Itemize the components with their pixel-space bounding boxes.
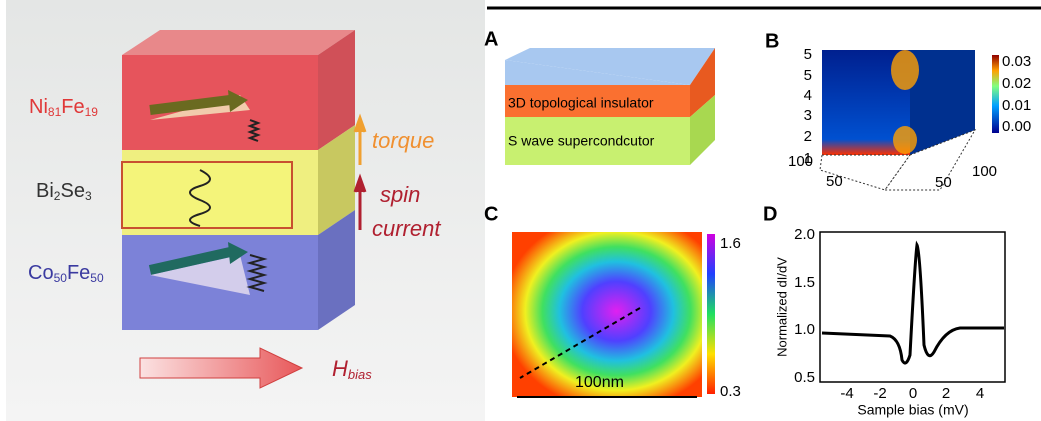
label: 1.0 [794, 321, 815, 338]
label: Fe [61, 96, 84, 118]
label: 0.02 [1002, 75, 1031, 92]
label: 4 [976, 385, 984, 402]
label: 2 [804, 128, 812, 145]
c-colorbar-min: 0.3 [720, 383, 741, 400]
b-colorbar-ticks: 0.03 0.02 0.01 0.00 [1002, 53, 1031, 135]
d-x-ticks: -4 -2 0 2 4 [840, 385, 984, 402]
label: 0.03 [1002, 53, 1031, 70]
label: 3 [85, 189, 92, 203]
spin-label: current [372, 216, 441, 241]
label: 0.01 [1002, 97, 1031, 114]
panel-label: B [765, 30, 779, 52]
label: 100 [972, 163, 997, 180]
label: 1.5 [794, 274, 815, 291]
d-y-label: Normalized dI/dV [774, 257, 789, 357]
panel-label: C [484, 203, 498, 225]
c-scale: 100nm [575, 374, 624, 391]
label: Co [28, 262, 54, 284]
torque-label: torque [372, 128, 434, 153]
label: Fe [67, 262, 90, 284]
a-layer: S wave supercondcutor [508, 133, 655, 149]
d-y-ticks: 2.0 1.5 1.0 0.5 [794, 226, 815, 386]
label: 100 [788, 153, 813, 170]
label: -4 [840, 385, 853, 402]
c-colorbar-max: 1.6 [720, 235, 741, 252]
label: 19 [85, 105, 99, 119]
stack [122, 30, 355, 330]
c-map [512, 232, 702, 397]
label: 0.00 [1002, 118, 1031, 135]
label: -2 [873, 385, 886, 402]
label: 50 [935, 174, 952, 191]
layer-label: Bi2Se3 [36, 180, 92, 203]
spin-label: spin [380, 182, 420, 207]
label: 50 [826, 173, 843, 190]
a-layer: 3D topological insulator [508, 95, 654, 111]
label: 2.0 [794, 226, 815, 243]
label: H [332, 356, 348, 381]
label: bias [348, 367, 372, 382]
b-z-tick: 5 [804, 46, 812, 63]
d-x-label: Sample bias (mV) [857, 402, 968, 418]
label: 3 [804, 107, 812, 124]
label: Se [60, 180, 84, 202]
label: Bi [36, 180, 54, 202]
label: 81 [48, 105, 62, 119]
label: 4 [804, 87, 812, 104]
figure: Ni81Fe19 Bi2Se3 Co50Fe50 torque spin cur… [0, 0, 1041, 421]
label: 5 [804, 67, 812, 84]
label: 0.5 [794, 369, 815, 386]
panel-label: D [763, 203, 777, 225]
panel-label: A [484, 28, 498, 50]
label: 50 [54, 271, 68, 285]
label: Ni [29, 96, 48, 118]
label: 0 [909, 385, 917, 402]
label: 2 [942, 385, 950, 402]
label: 50 [90, 271, 104, 285]
